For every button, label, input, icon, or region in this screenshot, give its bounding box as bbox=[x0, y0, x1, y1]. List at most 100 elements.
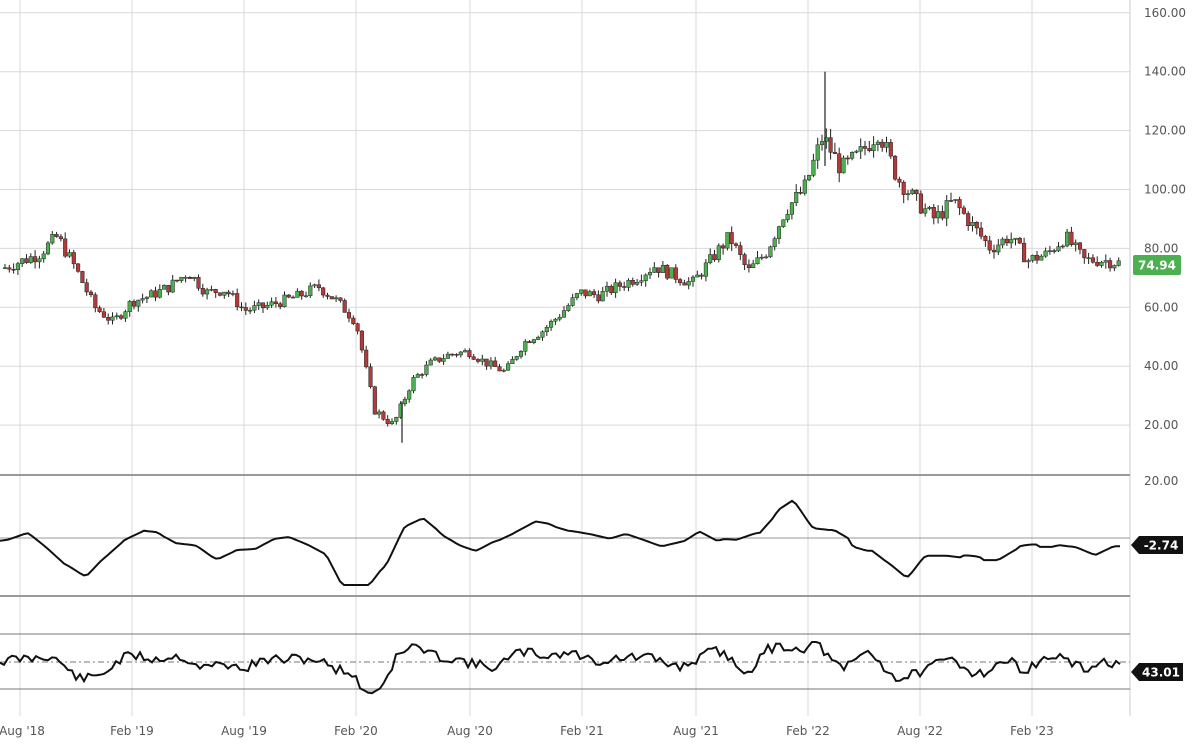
rsi-value-badge: 43.01 bbox=[1131, 663, 1183, 681]
candle-body bbox=[110, 316, 115, 321]
candle-body bbox=[703, 262, 708, 277]
candle-body bbox=[463, 350, 468, 353]
candle-body bbox=[970, 221, 975, 226]
candle-body bbox=[1108, 260, 1113, 269]
candle-body bbox=[600, 291, 605, 302]
candle-body bbox=[914, 189, 919, 195]
candle-body bbox=[583, 289, 588, 297]
candle-body bbox=[931, 206, 936, 219]
candle-body bbox=[230, 293, 235, 295]
candle-body bbox=[957, 199, 962, 209]
candle-body bbox=[596, 294, 601, 302]
candle-body bbox=[772, 238, 777, 248]
candle-body bbox=[733, 243, 739, 246]
candle-body bbox=[372, 386, 377, 415]
candle-body bbox=[682, 282, 687, 286]
candle-body bbox=[179, 277, 184, 281]
candle-body bbox=[544, 327, 549, 333]
candle-body bbox=[699, 274, 704, 277]
candle-body bbox=[794, 192, 799, 203]
candle-body bbox=[325, 294, 330, 297]
candle-body bbox=[84, 282, 89, 293]
candle-body bbox=[140, 298, 145, 301]
candle-body bbox=[402, 398, 407, 405]
candle-body bbox=[329, 296, 334, 300]
candle-body bbox=[20, 258, 25, 264]
candle-body bbox=[867, 148, 872, 151]
candle-body bbox=[1103, 260, 1108, 263]
candle-body bbox=[355, 323, 360, 332]
candle-body bbox=[291, 296, 296, 299]
candle-body bbox=[33, 256, 38, 263]
candle-body bbox=[983, 236, 988, 242]
price-axis: 20.00 40.00 60.00 80.00 100.00 120.00 140.00 16… bbox=[1144, 6, 1186, 432]
candle-body bbox=[948, 200, 954, 202]
candle-body bbox=[222, 291, 227, 296]
candle-body bbox=[974, 221, 979, 229]
candle-body bbox=[927, 206, 932, 209]
candle-body bbox=[162, 285, 167, 290]
price-panel[interactable]: 20.00 40.00 60.00 80.00 100.00 120.00 140.00 16… bbox=[2, 6, 1186, 443]
oscillator-tick-label: 20.00 bbox=[1144, 474, 1178, 488]
x-tick-label: Aug '20 bbox=[447, 724, 493, 738]
x-tick-label: Aug '19 bbox=[221, 724, 267, 738]
candle-body bbox=[708, 254, 713, 264]
candle-body bbox=[656, 267, 661, 273]
candle-body bbox=[832, 152, 837, 154]
candle-body bbox=[415, 374, 420, 378]
candle-body bbox=[58, 236, 63, 240]
candle-body bbox=[536, 336, 541, 340]
candle-body bbox=[910, 189, 915, 194]
candle-body bbox=[630, 280, 635, 285]
candle-body bbox=[518, 351, 524, 357]
candle-body bbox=[510, 359, 515, 365]
candle-body bbox=[471, 356, 476, 360]
candle-body bbox=[828, 137, 833, 153]
candle-body bbox=[665, 264, 670, 279]
candle-body bbox=[785, 214, 790, 221]
oscillator-panel[interactable]: 20.00 -2.74 bbox=[0, 474, 1183, 586]
candle-body bbox=[1052, 250, 1057, 252]
oscillator-value-label: -2.74 bbox=[1144, 539, 1179, 553]
candle-body bbox=[432, 357, 438, 361]
candle-body bbox=[850, 152, 855, 159]
time-axis: Aug '18 Feb '19 Aug '19 Feb '20 Aug '20 … bbox=[0, 724, 1054, 738]
candle-body bbox=[71, 252, 76, 265]
candle-body bbox=[652, 267, 657, 273]
candle-body bbox=[905, 193, 911, 195]
price-tick-label: 20.00 bbox=[1144, 418, 1178, 432]
candle-body bbox=[437, 357, 442, 362]
candle-body bbox=[841, 157, 846, 174]
candle-body bbox=[875, 141, 880, 145]
candle-body bbox=[299, 290, 304, 297]
price-tick-label: 60.00 bbox=[1144, 300, 1178, 314]
candle-body bbox=[67, 252, 72, 257]
candle-body bbox=[961, 207, 966, 214]
candle-body bbox=[527, 341, 532, 343]
candle-body bbox=[1026, 260, 1031, 263]
candle-body bbox=[592, 291, 597, 296]
candle-body bbox=[738, 245, 743, 255]
candle-body bbox=[579, 289, 584, 294]
rsi-panel[interactable]: 43.01 bbox=[0, 634, 1183, 695]
x-tick-label: Feb '22 bbox=[786, 724, 830, 738]
candle-body bbox=[183, 277, 188, 279]
candle-body bbox=[187, 277, 192, 279]
candle-body bbox=[1077, 242, 1083, 250]
candle-body bbox=[626, 280, 631, 288]
candle-body bbox=[966, 213, 971, 226]
candle-body bbox=[1013, 237, 1018, 240]
candle-body bbox=[265, 305, 270, 309]
candle-body bbox=[1043, 250, 1048, 257]
candle-body bbox=[226, 291, 231, 295]
price-tick-label: 80.00 bbox=[1144, 241, 1178, 255]
candle-body bbox=[647, 272, 653, 276]
candle-body bbox=[1030, 254, 1035, 261]
oscillator-value-badge: -2.74 bbox=[1131, 536, 1183, 554]
candle-body bbox=[1073, 242, 1078, 245]
candle-body bbox=[334, 297, 339, 300]
candle-body bbox=[467, 350, 472, 358]
x-tick-label: Feb '19 bbox=[110, 724, 154, 738]
